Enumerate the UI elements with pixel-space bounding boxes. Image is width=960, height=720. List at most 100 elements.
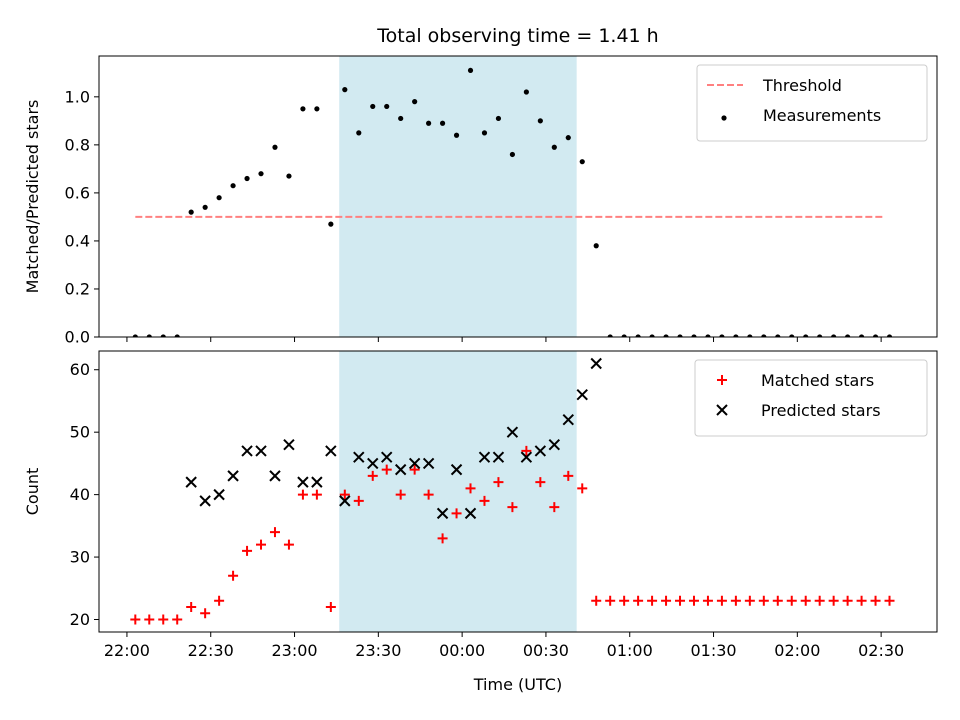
- measurements-point: [356, 130, 362, 136]
- measurements-point: [523, 89, 529, 95]
- matched-stars-point: [158, 614, 169, 625]
- predicted-stars-point: [576, 389, 588, 401]
- axes-frame: [98, 350, 938, 633]
- measurements-point: [803, 334, 809, 337]
- measurements-point: [272, 144, 278, 150]
- measurements-point: [328, 221, 334, 227]
- legend-box: [694, 359, 928, 437]
- predicted-stars-point: [478, 451, 491, 463]
- measurements-point: [663, 334, 669, 337]
- measurements-point: [789, 334, 795, 337]
- predicted-stars-point: [534, 445, 547, 457]
- measurements-point: [733, 334, 739, 337]
- matched-stars-point: [633, 595, 644, 606]
- matched-stars-point: [451, 508, 462, 519]
- measurements-point: [719, 334, 725, 337]
- observing-interval-shade: [339, 56, 577, 337]
- matched-stars-point: [591, 595, 602, 606]
- measurements-point: [593, 243, 599, 249]
- measurements-point: [747, 334, 753, 337]
- matched-stars-point: [297, 489, 308, 500]
- predicted-stars-point: [562, 413, 574, 426]
- measurements-point: [705, 334, 711, 337]
- matched-stars-point: [675, 595, 686, 606]
- matched-stars-point: [269, 527, 280, 538]
- matched-stars-point: [563, 470, 574, 481]
- predicted-stars-point: [185, 476, 197, 488]
- legend-swatch-matched-stars: [717, 375, 727, 385]
- measurements-point: [300, 106, 306, 112]
- predicted-stars-point: [520, 451, 533, 463]
- y-tick-label: 0.6: [65, 183, 90, 202]
- predicted-stars-point: [506, 426, 519, 438]
- predicted-stars-point: [450, 463, 463, 476]
- measurements-point: [453, 132, 460, 138]
- matched-stars-point: [144, 614, 155, 625]
- measurements-point: [579, 159, 585, 165]
- measurements-point: [621, 334, 627, 337]
- matched-stars-point: [702, 595, 713, 606]
- matched-stars-point: [479, 495, 490, 506]
- measurements-point: [188, 209, 194, 215]
- measurements-point: [845, 334, 851, 337]
- y-tick-label: 60: [70, 360, 90, 379]
- measurements-point: [761, 334, 767, 337]
- y-tick-label: 20: [70, 610, 90, 629]
- matched-stars-point: [242, 545, 253, 556]
- matched-stars-point: [172, 614, 183, 625]
- y-tick-label: 0.0: [65, 328, 90, 347]
- measurements-point: [565, 135, 571, 141]
- matched-stars-point: [200, 608, 211, 619]
- measurements-point: [831, 334, 837, 337]
- matched-stars-point: [661, 595, 672, 606]
- data-points: [132, 67, 893, 337]
- matched-stars-point: [409, 464, 420, 475]
- matched-stars-point: [353, 495, 364, 506]
- matched-stars-point: [605, 595, 616, 606]
- y-tick-label: 0.4: [65, 231, 90, 250]
- measurements-point: [607, 334, 613, 337]
- measurements-point: [677, 334, 683, 337]
- matched-stars-point: [688, 595, 699, 606]
- predicted-stars-point: [241, 445, 253, 457]
- predicted-stars-point: [590, 357, 602, 370]
- measurements-point: [286, 173, 292, 179]
- x-tick-label: 01:00: [607, 641, 653, 660]
- matched-stars-point: [730, 595, 741, 606]
- measurements-point: [160, 334, 166, 337]
- x-tick-label: 02:30: [858, 641, 904, 660]
- predicted-stars-point: [227, 470, 239, 482]
- legend-swatch-measurements: [721, 115, 727, 121]
- predicted-stars-point: [381, 451, 393, 463]
- measurements-point: [398, 115, 404, 122]
- measurements-point: [467, 67, 474, 74]
- matched-stars-point: [214, 595, 225, 606]
- predicted-stars-point: [464, 507, 477, 520]
- legend: Matched stars Predicted stars: [694, 359, 928, 437]
- x-tick-label: 23:30: [355, 641, 401, 660]
- predicted-stars-point: [408, 457, 421, 470]
- measurements-point: [258, 171, 264, 177]
- matched-stars-point: [772, 595, 783, 606]
- observing-interval-shade: [339, 351, 577, 632]
- matched-stars-point: [577, 483, 588, 494]
- matched-stars-point: [339, 489, 350, 500]
- data-points: [130, 357, 895, 625]
- measurements-point: [174, 334, 180, 337]
- measurements-point: [146, 334, 152, 337]
- legend-box: [696, 64, 928, 142]
- matched-stars-point: [800, 595, 811, 606]
- measurements-point: [412, 99, 418, 105]
- measurements-point: [216, 195, 222, 201]
- matched-stars-point: [437, 533, 448, 544]
- measurements-point: [817, 334, 823, 337]
- x-axis-label: Time (UTC): [473, 675, 562, 694]
- y-axis-label: Matched/Predicted stars: [23, 100, 42, 294]
- axes-frame: [98, 55, 938, 338]
- predicted-stars-point: [422, 457, 435, 470]
- predicted-stars-point: [353, 451, 365, 463]
- measurements-point: [132, 334, 138, 337]
- predicted-stars-point: [394, 463, 407, 476]
- y-tick-label: 1.0: [65, 87, 90, 106]
